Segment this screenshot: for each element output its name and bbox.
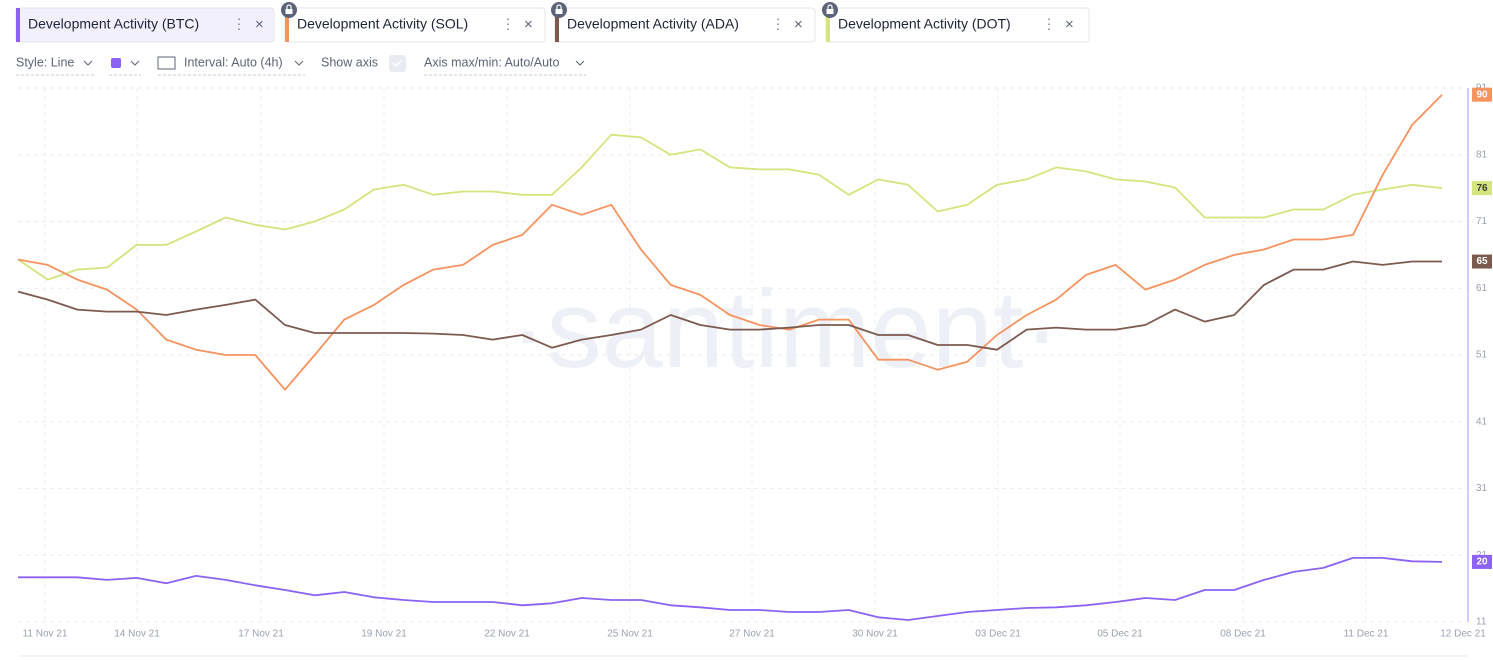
tab-close[interactable]: × bbox=[794, 16, 803, 33]
last-value-label: 90 bbox=[1476, 89, 1488, 100]
show-axis-label: Show axis bbox=[321, 55, 378, 69]
tab-menu: ⋮ bbox=[771, 16, 785, 32]
series-line bbox=[17, 94, 1443, 391]
style-select[interactable]: Style: Line bbox=[16, 55, 74, 69]
y-tick-label: 81 bbox=[1476, 149, 1488, 160]
last-value-badge bbox=[1472, 87, 1492, 102]
lock-icon bbox=[555, 9, 563, 14]
series-line bbox=[17, 260, 1442, 351]
color-select[interactable] bbox=[111, 58, 121, 68]
last-value-badge bbox=[1472, 554, 1492, 569]
series-line bbox=[18, 557, 1443, 621]
tab-color bbox=[555, 8, 559, 42]
lock-icon bbox=[285, 9, 293, 14]
legend-label: Development Activity (BTC) bbox=[28, 16, 199, 32]
axis-range-select[interactable]: Axis max/min: Auto/Auto bbox=[424, 55, 560, 69]
lock-icon bbox=[826, 9, 834, 14]
x-tick-label: 27 Nov 21 bbox=[729, 629, 775, 640]
y-tick-label: 51 bbox=[1476, 350, 1488, 361]
x-tick-label: 12 Dec 21 bbox=[1440, 629, 1486, 640]
last-value-label: 65 bbox=[1476, 256, 1488, 267]
series-line bbox=[17, 133, 1443, 281]
x-tick-label: 11 Nov 21 bbox=[23, 629, 68, 640]
tab-menu: ⋮ bbox=[1042, 16, 1056, 32]
x-tick-label: 30 Nov 21 bbox=[852, 629, 898, 640]
tab-color bbox=[16, 8, 20, 42]
x-tick-label: 08 Dec 21 bbox=[1220, 629, 1266, 640]
legend-label: Development Activity (DOT) bbox=[838, 16, 1011, 32]
y-tick-label: 61 bbox=[1476, 283, 1488, 294]
last-value-label: 76 bbox=[1476, 183, 1488, 194]
y-tick-label: 71 bbox=[1476, 216, 1488, 227]
tab-close[interactable]: × bbox=[1065, 16, 1074, 33]
tab-close[interactable]: × bbox=[255, 16, 264, 33]
check bbox=[392, 59, 403, 68]
tab-color bbox=[285, 8, 289, 42]
x-tick-label: 17 Nov 21 bbox=[238, 629, 284, 640]
x-tick-label: 25 Nov 21 bbox=[607, 629, 653, 640]
tab-menu: ⋮ bbox=[232, 16, 246, 32]
interval-select[interactable]: Interval: Auto (4h) bbox=[184, 55, 283, 69]
last-value-badge bbox=[1472, 254, 1492, 269]
tab-menu: ⋮ bbox=[501, 16, 515, 32]
legend-label: Development Activity (SOL) bbox=[297, 16, 468, 32]
lock-shackle bbox=[827, 4, 833, 9]
x-tick-label: 05 Dec 21 bbox=[1097, 629, 1143, 640]
toolbar: Style: Line Interval: Auto (4h) Show axi… bbox=[16, 55, 586, 76]
chevron bbox=[83, 60, 93, 66]
x-tick-label: 19 Nov 21 bbox=[361, 629, 407, 640]
lock-shackle bbox=[286, 4, 292, 9]
last-value-badge bbox=[1472, 181, 1492, 196]
tab-color bbox=[826, 8, 830, 42]
chevron bbox=[130, 60, 140, 66]
y-tick-label: 41 bbox=[1476, 416, 1488, 427]
chevron bbox=[294, 60, 304, 66]
x-tick-label: 11 Dec 21 bbox=[1344, 629, 1389, 640]
y-tick-label: 31 bbox=[1476, 483, 1488, 494]
lock-shackle bbox=[556, 4, 562, 9]
x-tick-label: 14 Nov 21 bbox=[114, 629, 160, 640]
legend-label: Development Activity (ADA) bbox=[567, 16, 739, 32]
chevron bbox=[575, 60, 585, 66]
tab-close[interactable]: × bbox=[524, 16, 533, 33]
last-value-label: 20 bbox=[1476, 557, 1488, 568]
y-tick-label: 11 bbox=[1476, 617, 1487, 628]
x-tick-label: 22 Nov 21 bbox=[484, 629, 530, 640]
x-tick-label: 03 Dec 21 bbox=[975, 629, 1021, 640]
interval-icon bbox=[157, 56, 176, 70]
